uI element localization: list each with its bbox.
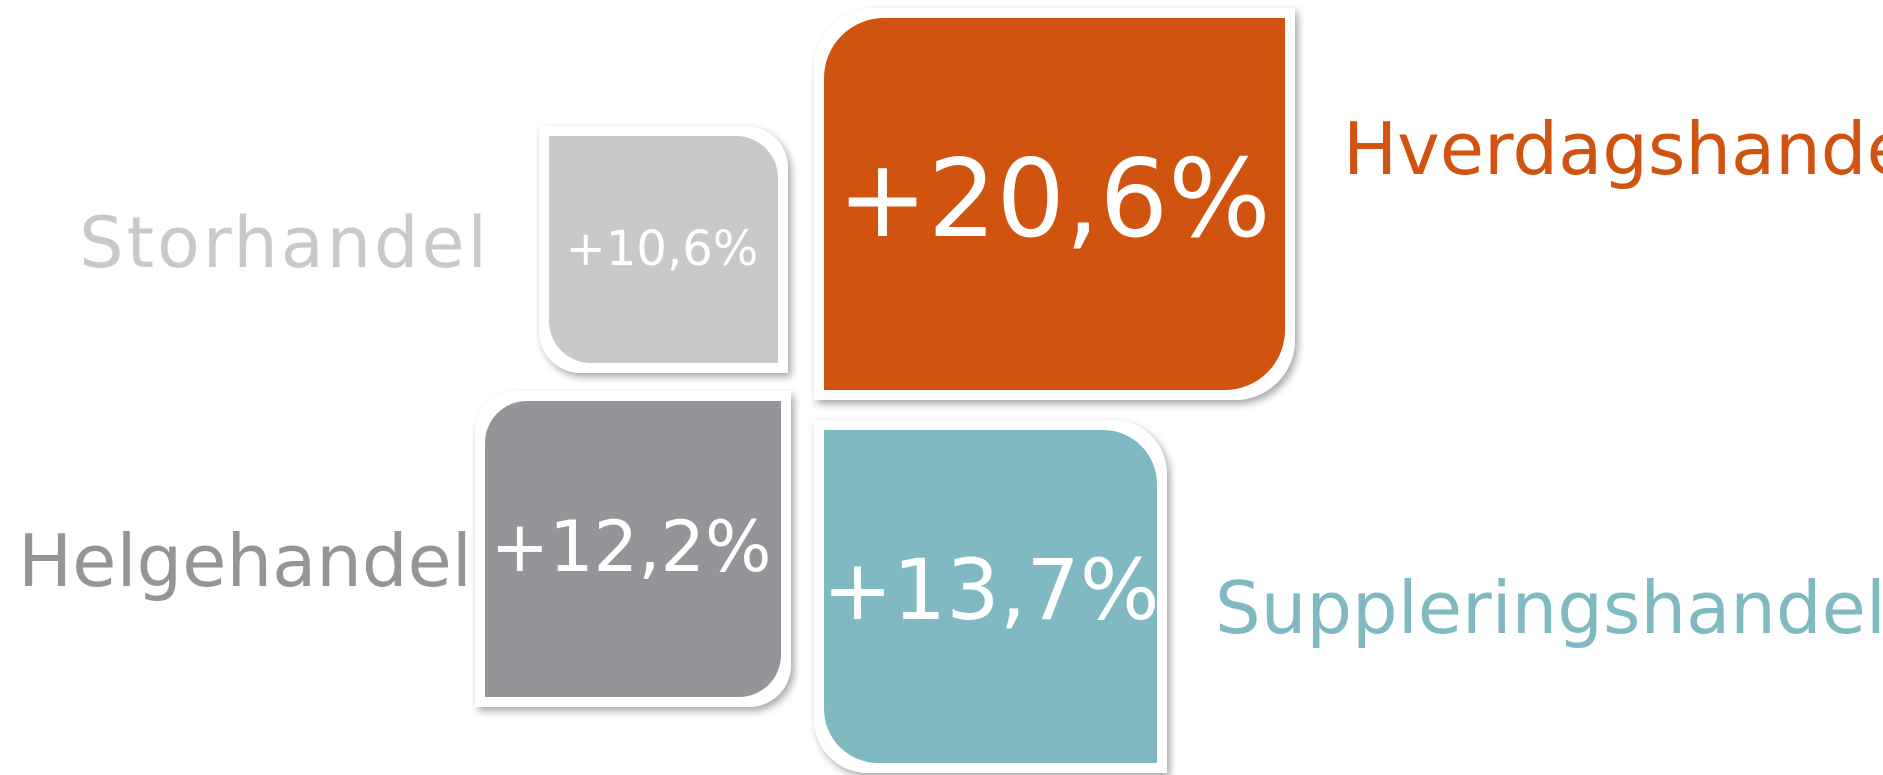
box-value: +12,2% xyxy=(490,506,771,588)
box-value: +13,7% xyxy=(822,541,1159,639)
box-label: Hverdagshandel xyxy=(1343,107,1883,191)
box-value: +20,6% xyxy=(837,137,1271,262)
box-label: Storhandel xyxy=(79,202,490,284)
box xyxy=(824,18,1285,390)
box-label: Suppleringshandel xyxy=(1215,566,1883,650)
box xyxy=(549,136,778,363)
box xyxy=(485,401,781,697)
box-label: Helgehandel xyxy=(18,519,472,603)
box xyxy=(824,430,1157,763)
box-value: +10,6% xyxy=(566,221,759,277)
